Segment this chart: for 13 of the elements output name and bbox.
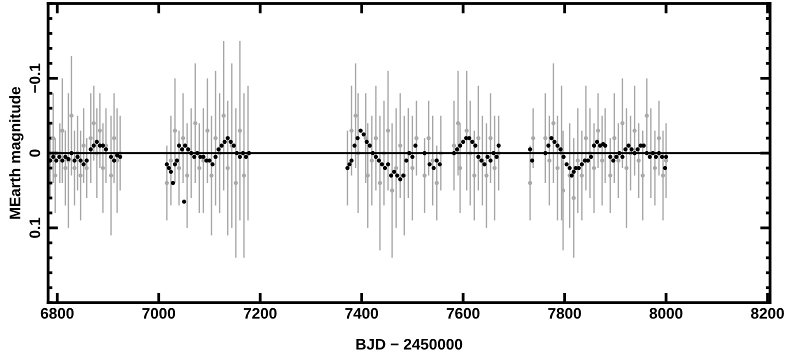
- x-tick-label: 7400: [345, 308, 378, 319]
- x-tick-label: 7200: [244, 308, 277, 319]
- y-axis-title: MEarth magnitude: [9, 86, 24, 219]
- x-tick-label: 8000: [650, 308, 682, 319]
- x-axis-title: BJD − 2450000: [356, 338, 462, 350]
- x-tick-label: 7800: [548, 308, 581, 319]
- x-tick-label: 7600: [446, 308, 480, 319]
- x-tick-label: 7000: [142, 308, 176, 319]
- y-tick-label: 0.1: [29, 218, 40, 238]
- x-tick-label: 8200: [751, 308, 784, 319]
- y-tick-label: 0: [29, 149, 40, 157]
- x-tick-label: 6800: [40, 308, 74, 319]
- y-tick-label: −0.1: [29, 64, 40, 93]
